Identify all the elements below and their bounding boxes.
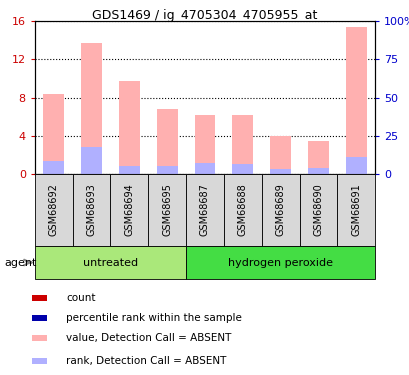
Text: untreated: untreated	[83, 258, 138, 267]
Text: GSM68694: GSM68694	[124, 184, 134, 236]
Bar	[156, 166, 177, 174]
Bar	[345, 157, 366, 174]
Bar	[32, 358, 47, 364]
Bar	[43, 94, 64, 174]
Bar	[270, 169, 290, 174]
Bar	[43, 161, 64, 174]
Bar	[35, 246, 186, 279]
Text: GSM68692: GSM68692	[49, 184, 58, 237]
Bar	[270, 136, 290, 174]
Text: GSM68693: GSM68693	[86, 184, 97, 236]
Bar	[261, 174, 299, 246]
Text: GSM68691: GSM68691	[351, 184, 360, 236]
Bar	[119, 81, 139, 174]
Bar	[337, 174, 374, 246]
Bar	[345, 27, 366, 174]
Bar	[307, 168, 328, 174]
Bar	[81, 43, 102, 174]
Bar	[32, 315, 47, 321]
Text: hydrogen peroxide: hydrogen peroxide	[227, 258, 332, 267]
Bar	[148, 174, 186, 246]
Bar	[194, 163, 215, 174]
Bar	[72, 174, 110, 246]
Text: count: count	[66, 293, 96, 303]
Text: GSM68687: GSM68687	[200, 184, 209, 237]
Text: rank, Detection Call = ABSENT: rank, Detection Call = ABSENT	[66, 356, 226, 366]
Text: value, Detection Call = ABSENT: value, Detection Call = ABSENT	[66, 333, 231, 344]
Bar	[299, 174, 337, 246]
Text: percentile rank within the sample: percentile rank within the sample	[66, 313, 242, 323]
Bar	[32, 336, 47, 342]
Bar	[186, 246, 374, 279]
Text: GSM68688: GSM68688	[237, 184, 247, 236]
Bar	[32, 295, 47, 301]
Bar	[194, 115, 215, 174]
Text: agent: agent	[4, 258, 36, 267]
Bar	[223, 174, 261, 246]
Text: GSM68695: GSM68695	[162, 184, 172, 237]
Bar	[119, 166, 139, 174]
Text: GDS1469 / ig_4705304_4705955_at: GDS1469 / ig_4705304_4705955_at	[92, 9, 317, 22]
Bar	[35, 174, 72, 246]
Bar	[307, 141, 328, 174]
Bar	[156, 109, 177, 174]
Bar	[232, 115, 253, 174]
Bar	[186, 174, 223, 246]
Bar	[110, 174, 148, 246]
Text: GSM68690: GSM68690	[312, 184, 323, 236]
Text: GSM68689: GSM68689	[275, 184, 285, 236]
Bar	[81, 147, 102, 174]
Bar	[232, 164, 253, 174]
